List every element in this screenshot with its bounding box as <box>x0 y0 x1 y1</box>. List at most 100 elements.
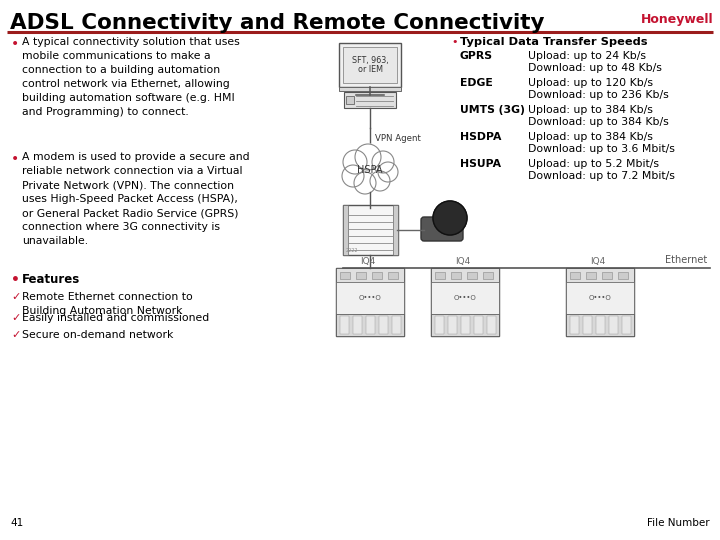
Text: or IEM: or IEM <box>358 64 382 73</box>
FancyBboxPatch shape <box>618 272 628 279</box>
Text: IQ4: IQ4 <box>455 257 470 266</box>
Circle shape <box>355 144 381 170</box>
FancyBboxPatch shape <box>372 272 382 279</box>
FancyBboxPatch shape <box>586 272 596 279</box>
Text: Download: up to 236 Kb/s: Download: up to 236 Kb/s <box>528 90 669 100</box>
FancyBboxPatch shape <box>343 205 348 255</box>
FancyBboxPatch shape <box>421 217 463 241</box>
FancyBboxPatch shape <box>339 43 401 87</box>
FancyBboxPatch shape <box>566 268 634 282</box>
Text: Upload: up to 24 Kb/s: Upload: up to 24 Kb/s <box>528 51 646 61</box>
Text: •: • <box>11 152 19 166</box>
FancyBboxPatch shape <box>474 316 483 334</box>
FancyBboxPatch shape <box>487 316 496 334</box>
Text: ✓: ✓ <box>11 330 20 340</box>
FancyBboxPatch shape <box>566 282 634 314</box>
FancyBboxPatch shape <box>356 272 366 279</box>
Text: •: • <box>11 273 20 287</box>
Text: HSDPA: HSDPA <box>460 132 501 142</box>
FancyBboxPatch shape <box>622 316 631 334</box>
FancyBboxPatch shape <box>336 268 404 282</box>
Circle shape <box>372 151 394 173</box>
Circle shape <box>343 150 367 174</box>
Circle shape <box>354 172 376 194</box>
Text: Honeywell: Honeywell <box>640 13 713 26</box>
FancyBboxPatch shape <box>435 272 445 279</box>
Text: •: • <box>11 37 19 51</box>
FancyBboxPatch shape <box>431 282 499 314</box>
FancyBboxPatch shape <box>353 316 362 334</box>
FancyBboxPatch shape <box>609 316 618 334</box>
Text: IQ4: IQ4 <box>590 257 606 266</box>
FancyBboxPatch shape <box>340 316 349 334</box>
FancyBboxPatch shape <box>346 96 354 104</box>
FancyBboxPatch shape <box>366 316 375 334</box>
FancyBboxPatch shape <box>392 316 401 334</box>
Text: Features: Features <box>22 273 80 286</box>
Text: ✓: ✓ <box>11 313 20 323</box>
FancyBboxPatch shape <box>343 205 397 255</box>
FancyBboxPatch shape <box>451 272 461 279</box>
Text: O•••O: O•••O <box>589 295 611 301</box>
Text: SFT, 963,: SFT, 963, <box>351 56 388 64</box>
FancyBboxPatch shape <box>570 272 580 279</box>
FancyBboxPatch shape <box>431 314 499 336</box>
Text: Upload: up to 384 Kb/s: Upload: up to 384 Kb/s <box>528 132 653 142</box>
FancyBboxPatch shape <box>483 272 493 279</box>
FancyBboxPatch shape <box>566 314 634 336</box>
FancyBboxPatch shape <box>388 272 398 279</box>
FancyBboxPatch shape <box>570 316 579 334</box>
Text: HSUPA: HSUPA <box>460 159 501 169</box>
FancyBboxPatch shape <box>461 316 470 334</box>
Text: Upload: up to 5.2 Mbit/s: Upload: up to 5.2 Mbit/s <box>528 159 659 169</box>
Text: IQ4: IQ4 <box>360 257 375 266</box>
Text: 41: 41 <box>10 518 23 528</box>
Circle shape <box>378 162 398 182</box>
FancyBboxPatch shape <box>566 268 634 336</box>
Text: GPRS: GPRS <box>460 51 493 61</box>
Text: UMTS (3G): UMTS (3G) <box>460 105 525 115</box>
Text: File Number: File Number <box>647 518 710 528</box>
FancyBboxPatch shape <box>431 268 499 282</box>
Text: Remote Ethernet connection to
Building Automation Network: Remote Ethernet connection to Building A… <box>22 292 193 316</box>
Text: •: • <box>451 37 457 47</box>
FancyBboxPatch shape <box>602 272 612 279</box>
Text: Download: up to 384 Kb/s: Download: up to 384 Kb/s <box>528 117 669 127</box>
Text: O•••O: O•••O <box>359 295 382 301</box>
Text: O•••O: O•••O <box>454 295 477 301</box>
FancyBboxPatch shape <box>392 205 397 255</box>
FancyBboxPatch shape <box>467 272 477 279</box>
FancyBboxPatch shape <box>435 316 444 334</box>
FancyBboxPatch shape <box>339 87 401 91</box>
Text: ✓: ✓ <box>11 292 20 302</box>
Text: 2222: 2222 <box>346 248 358 253</box>
Circle shape <box>342 165 364 187</box>
FancyBboxPatch shape <box>336 314 404 336</box>
FancyBboxPatch shape <box>583 316 592 334</box>
FancyBboxPatch shape <box>336 282 404 314</box>
Text: A modem is used to provide a secure and
reliable network connection via a Virtua: A modem is used to provide a secure and … <box>22 152 250 246</box>
FancyBboxPatch shape <box>336 268 404 336</box>
FancyBboxPatch shape <box>596 316 605 334</box>
Text: Download: up to 48 Kb/s: Download: up to 48 Kb/s <box>528 63 662 73</box>
FancyBboxPatch shape <box>448 316 457 334</box>
FancyBboxPatch shape <box>343 47 397 83</box>
Text: Download: up to 3.6 Mbit/s: Download: up to 3.6 Mbit/s <box>528 144 675 154</box>
Text: Download: up to 7.2 Mbit/s: Download: up to 7.2 Mbit/s <box>528 171 675 181</box>
Circle shape <box>433 201 467 235</box>
Circle shape <box>370 171 390 191</box>
Text: EDGE: EDGE <box>460 78 492 88</box>
FancyBboxPatch shape <box>340 272 350 279</box>
Text: Easily installed and commissioned: Easily installed and commissioned <box>22 313 210 323</box>
FancyBboxPatch shape <box>379 316 388 334</box>
FancyBboxPatch shape <box>431 268 499 336</box>
Text: Secure on-demand network: Secure on-demand network <box>22 330 174 340</box>
FancyBboxPatch shape <box>344 92 396 108</box>
Text: Typical Data Transfer Speeds: Typical Data Transfer Speeds <box>460 37 647 47</box>
Text: ADSL Connectivity and Remote Connectivity: ADSL Connectivity and Remote Connectivit… <box>10 13 544 33</box>
Text: Upload: up to 120 Kb/s: Upload: up to 120 Kb/s <box>528 78 653 88</box>
Text: Upload: up to 384 Kb/s: Upload: up to 384 Kb/s <box>528 105 653 115</box>
Text: VPN Agent: VPN Agent <box>375 134 421 143</box>
Text: Ethernet: Ethernet <box>665 255 707 265</box>
Text: A typical connectivity solution that uses
mobile communications to make a
connec: A typical connectivity solution that use… <box>22 37 240 117</box>
